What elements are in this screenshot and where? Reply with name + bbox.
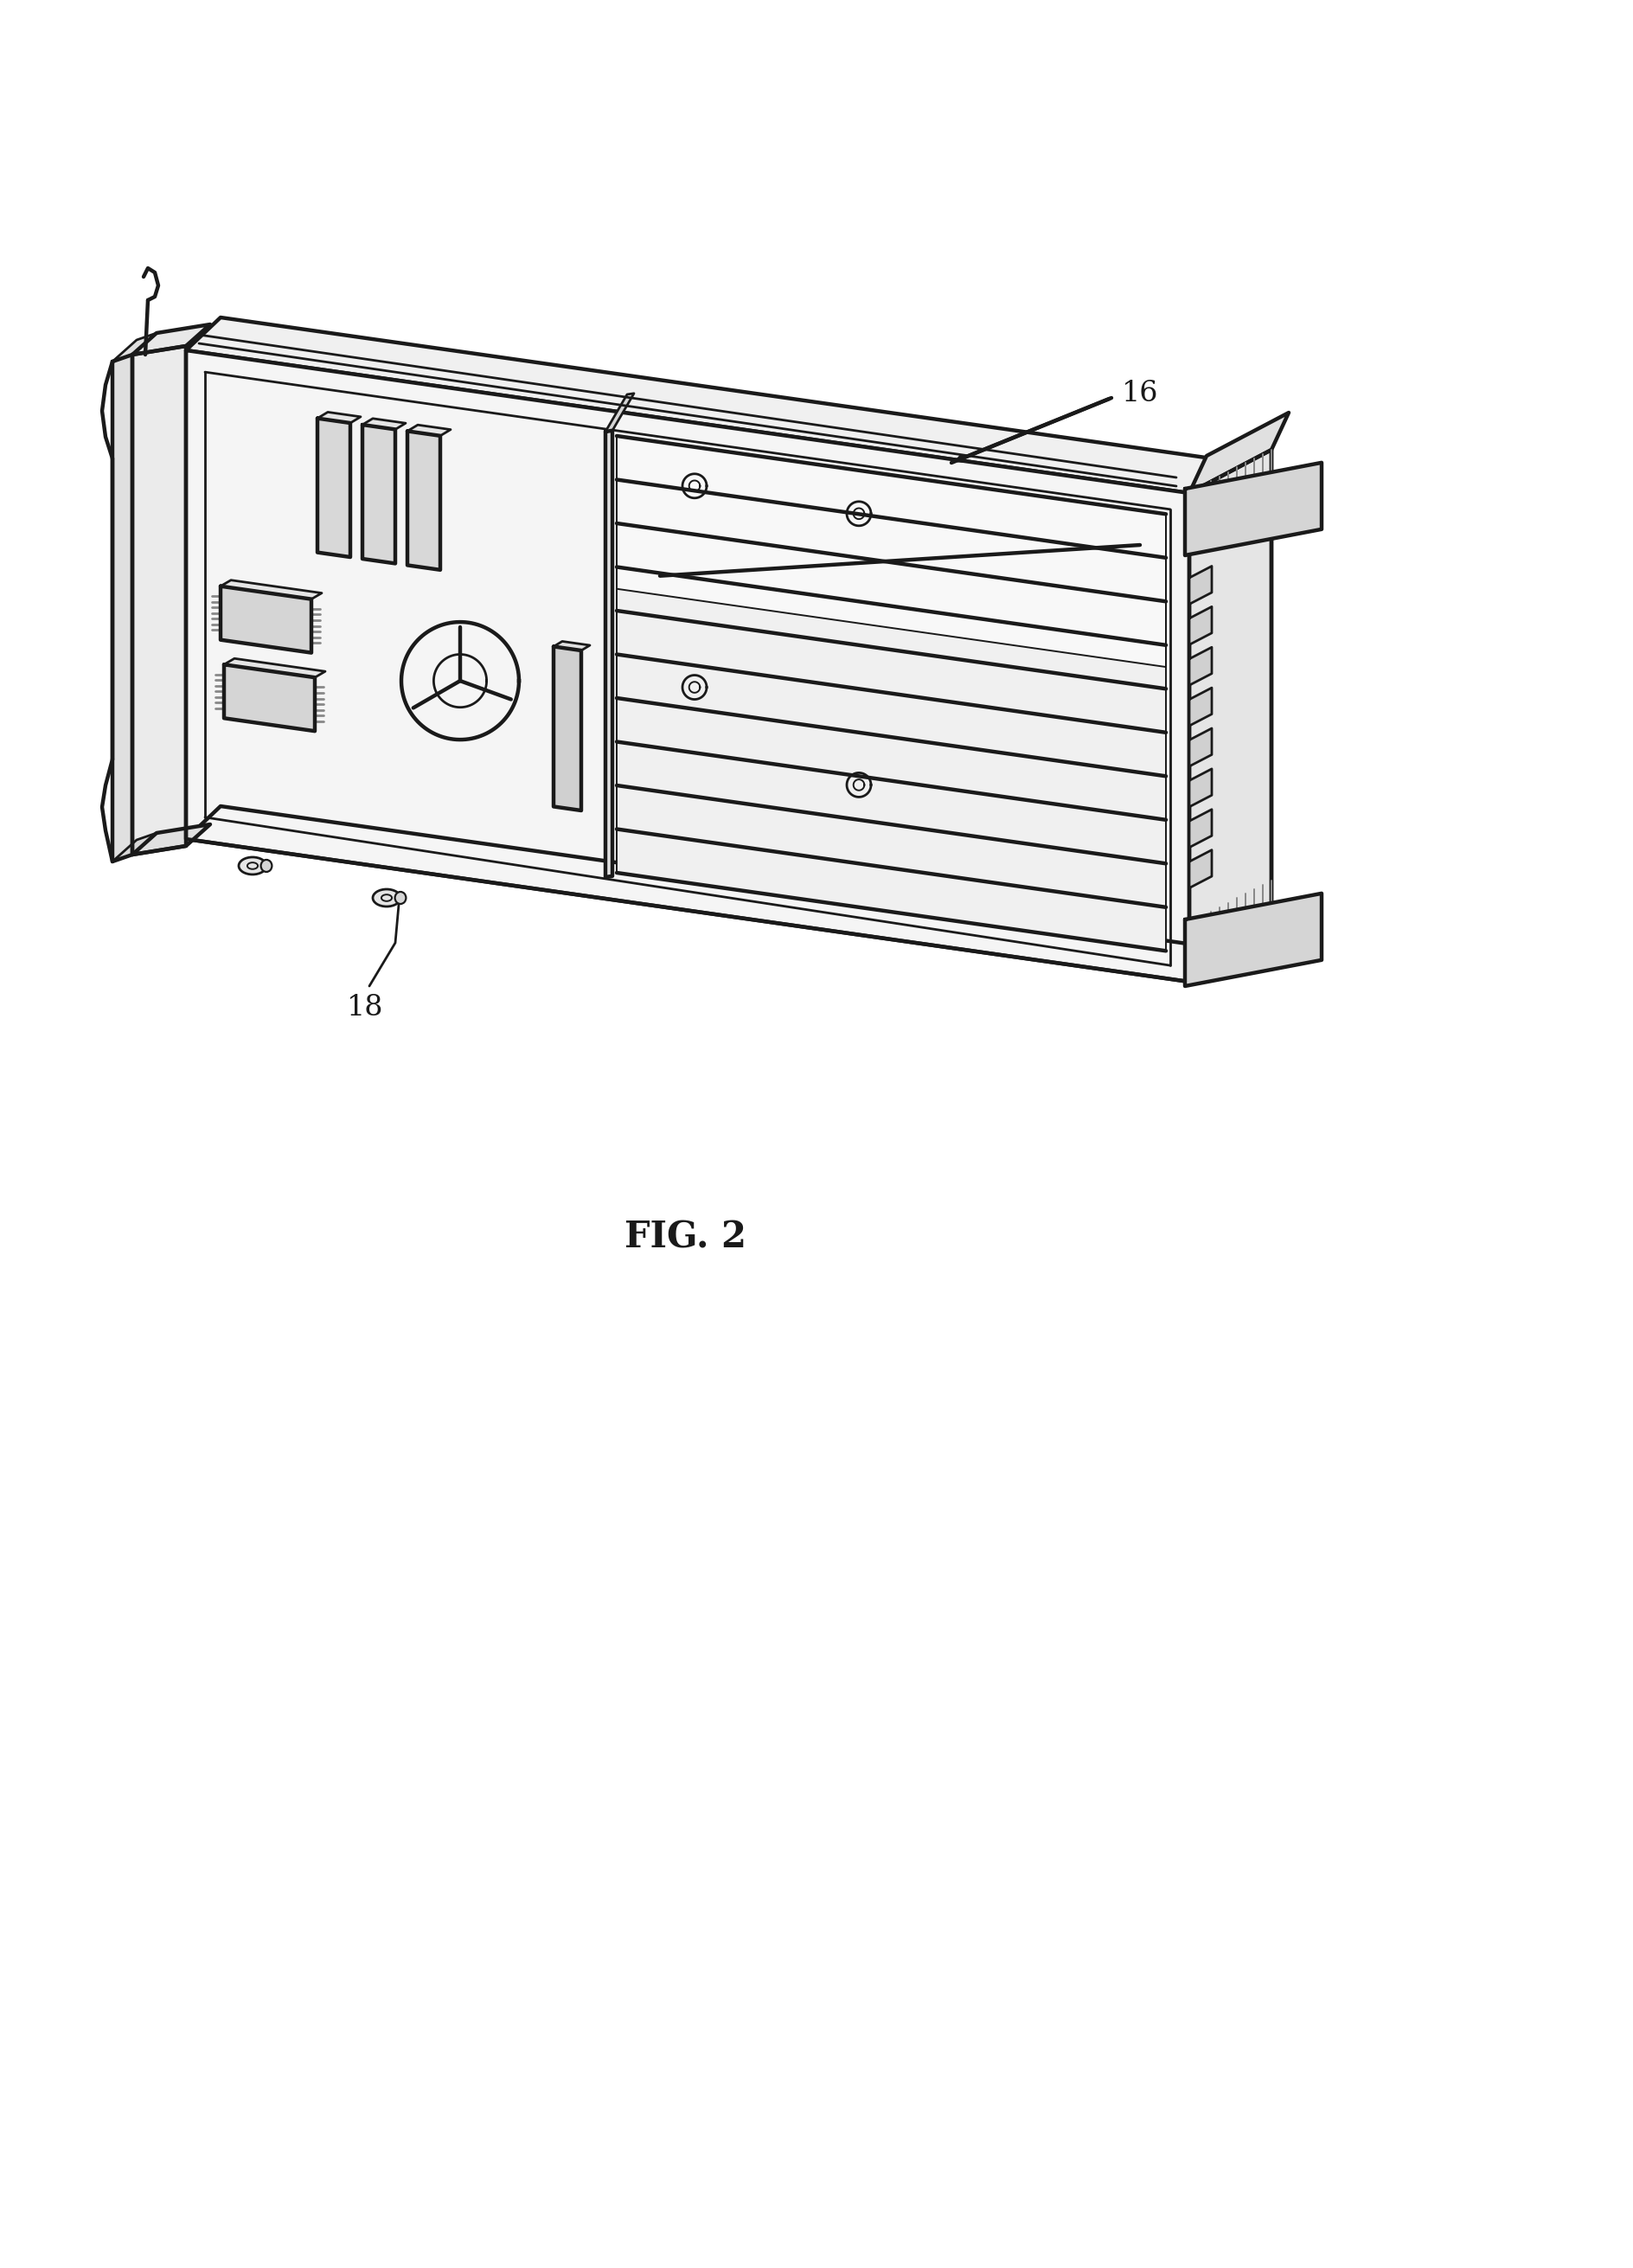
- Polygon shape: [606, 392, 634, 431]
- Polygon shape: [1186, 894, 1321, 987]
- Polygon shape: [224, 658, 325, 678]
- Polygon shape: [1189, 567, 1212, 603]
- Polygon shape: [113, 354, 132, 862]
- Polygon shape: [1189, 687, 1212, 726]
- Polygon shape: [617, 435, 1166, 667]
- Text: 16: 16: [1122, 379, 1158, 408]
- Polygon shape: [407, 431, 441, 569]
- Polygon shape: [363, 420, 405, 429]
- Polygon shape: [1189, 646, 1212, 685]
- Polygon shape: [1189, 449, 1272, 982]
- Polygon shape: [132, 823, 211, 855]
- Polygon shape: [186, 805, 1223, 982]
- Polygon shape: [132, 347, 186, 855]
- Polygon shape: [220, 585, 312, 653]
- Polygon shape: [606, 431, 612, 878]
- Ellipse shape: [395, 891, 407, 905]
- Polygon shape: [186, 318, 1223, 492]
- Ellipse shape: [238, 857, 266, 875]
- Polygon shape: [113, 333, 157, 361]
- Ellipse shape: [372, 889, 400, 907]
- Ellipse shape: [261, 860, 273, 871]
- Polygon shape: [1189, 728, 1212, 767]
- Polygon shape: [224, 665, 315, 730]
- Polygon shape: [554, 646, 581, 810]
- Polygon shape: [407, 424, 451, 435]
- Polygon shape: [1186, 463, 1321, 556]
- Polygon shape: [317, 417, 351, 558]
- Polygon shape: [363, 424, 395, 562]
- Polygon shape: [132, 324, 211, 354]
- Polygon shape: [617, 435, 1166, 950]
- Text: 18: 18: [346, 993, 384, 1021]
- Text: FIG. 2: FIG. 2: [625, 1218, 746, 1254]
- Polygon shape: [1189, 810, 1212, 848]
- Polygon shape: [1189, 850, 1212, 889]
- Polygon shape: [1189, 413, 1288, 492]
- Polygon shape: [113, 832, 157, 862]
- Polygon shape: [317, 413, 361, 424]
- Polygon shape: [1189, 606, 1212, 644]
- Polygon shape: [186, 349, 1189, 982]
- Polygon shape: [554, 642, 590, 651]
- Polygon shape: [1189, 769, 1212, 807]
- Polygon shape: [220, 581, 322, 599]
